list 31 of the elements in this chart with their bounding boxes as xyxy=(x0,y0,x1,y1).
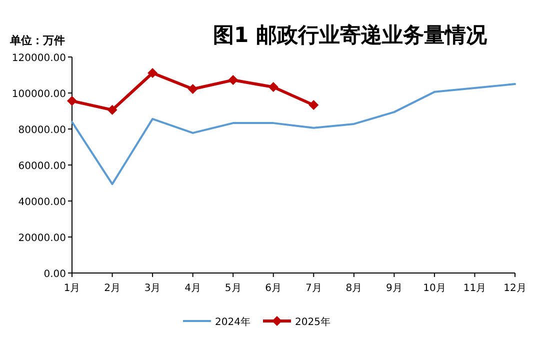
x-tick-label: 6月 xyxy=(265,283,282,294)
y-tick-label: 120000.00 xyxy=(12,53,66,64)
x-tick-label: 5月 xyxy=(224,283,242,294)
x-tick-label: 1月 xyxy=(64,283,80,294)
point xyxy=(67,96,77,106)
y-tick-label: 60000.00 xyxy=(18,161,66,172)
x-tick-label: 3月 xyxy=(144,283,161,294)
x-tick-label: 11月 xyxy=(463,283,486,294)
point xyxy=(148,68,158,78)
y-tick-label: 100000.00 xyxy=(12,89,66,100)
x-tick-label: 9月 xyxy=(386,283,402,294)
point xyxy=(107,104,118,115)
y-tick-label: 0.00 xyxy=(44,269,66,280)
legend-label: 2024年 xyxy=(215,316,250,328)
legend-label: 2025年 xyxy=(295,316,330,328)
x-tick-label: 2月 xyxy=(104,283,120,294)
x-tick-label: 7月 xyxy=(305,283,322,294)
y-tick-label: 20000.00 xyxy=(18,233,66,244)
y-axis-title: 单位：万件 xyxy=(9,34,65,47)
point xyxy=(308,100,319,110)
y-tick-label: 40000.00 xyxy=(18,197,66,208)
x-tick-label: 10月 xyxy=(423,283,446,294)
point xyxy=(268,82,278,92)
x-tick-label: 4月 xyxy=(184,283,202,294)
y-tick-label: 80000.00 xyxy=(18,125,66,136)
line-series xyxy=(71,83,516,186)
point xyxy=(188,84,198,94)
point xyxy=(228,75,238,86)
chart-title: 图1 邮政行业寄递业务量情况 xyxy=(213,23,488,47)
x-tick-label: 8月 xyxy=(346,283,362,294)
x-tick-label: 12月 xyxy=(504,283,526,294)
